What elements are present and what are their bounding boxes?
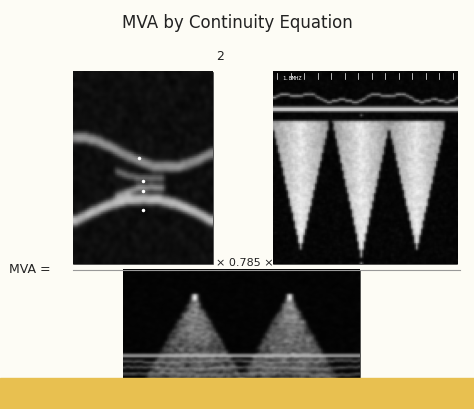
Text: × 0.785 ×: × 0.785 × [216, 258, 273, 267]
Text: 2: 2 [216, 50, 224, 63]
Text: MVA by Continuity Equation: MVA by Continuity Equation [122, 14, 352, 32]
Bar [0, 378, 474, 409]
Bar [273, 72, 457, 264]
Text: 1.8MHZ: 1.8MHZ [282, 76, 301, 81]
Text: MVA =: MVA = [9, 263, 51, 276]
Bar [73, 72, 213, 264]
Bar [123, 270, 360, 382]
